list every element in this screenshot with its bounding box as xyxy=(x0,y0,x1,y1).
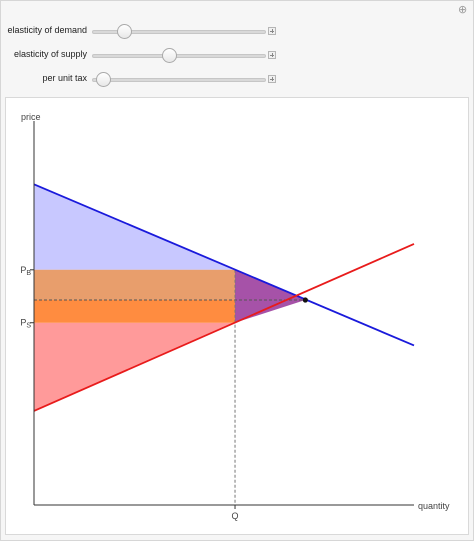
control-per-unit-tax: per unit tax xyxy=(0,70,474,90)
expand-plus-icon[interactable] xyxy=(268,51,276,59)
ps-sub: S xyxy=(26,323,31,330)
x-axis-label: quantity xyxy=(418,501,450,511)
y-axis-label: price xyxy=(21,112,41,122)
slider-thumb[interactable] xyxy=(117,24,133,39)
quantity-tick-label: Q xyxy=(232,511,239,521)
slider-thumb[interactable] xyxy=(162,48,178,63)
slider-track[interactable] xyxy=(92,78,266,82)
control-label: elasticity of supply xyxy=(13,49,87,59)
plot-panel: price quantity PB PS Q xyxy=(5,97,469,535)
slider-track[interactable] xyxy=(92,30,266,34)
demand-curve xyxy=(33,183,415,347)
tax-incidence-chart: price quantity PB PS Q xyxy=(20,112,450,521)
slider-track[interactable] xyxy=(92,54,266,58)
pb-main: P xyxy=(20,265,26,275)
buyer-price-tick-label: PB xyxy=(20,265,31,277)
pb-sub: B xyxy=(26,270,31,277)
options-plus-icon[interactable]: ⊕ xyxy=(458,3,468,16)
ps-main: P xyxy=(20,318,26,328)
control-elasticity-demand: elasticity of demand xyxy=(0,22,474,42)
slider-thumb[interactable] xyxy=(95,72,111,87)
control-elasticity-supply: elasticity of supply xyxy=(0,46,474,66)
tax-revenue-sellers-area xyxy=(34,300,235,323)
expand-plus-icon[interactable] xyxy=(268,75,276,83)
supply-curve xyxy=(33,243,415,412)
control-label: per unit tax xyxy=(42,73,87,83)
expand-plus-icon[interactable] xyxy=(268,27,276,35)
deadweight-loss-area xyxy=(235,269,306,323)
control-label: elasticity of demand xyxy=(7,25,87,35)
equilibrium-point xyxy=(302,297,308,303)
seller-price-tick-label: PS xyxy=(20,318,31,330)
tax-revenue-buyers-area xyxy=(34,269,235,300)
